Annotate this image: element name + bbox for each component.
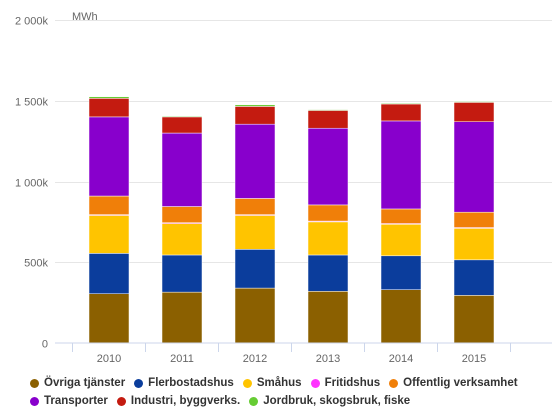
y-tick-label: 1 500k bbox=[15, 97, 49, 109]
bar-stack-2015 bbox=[453, 101, 495, 344]
unit-label: MWh bbox=[72, 11, 98, 23]
bar-segment bbox=[380, 103, 422, 122]
bar-segment bbox=[88, 195, 130, 215]
x-tick-label: 2015 bbox=[462, 353, 486, 365]
x-tick-label: 2010 bbox=[97, 353, 121, 365]
bar-segment bbox=[453, 101, 495, 103]
bar-segment bbox=[234, 249, 276, 289]
legend-marker-icon bbox=[116, 396, 126, 406]
legend-label: Flerbostadshus bbox=[148, 377, 234, 389]
bar-segment bbox=[161, 116, 203, 134]
bar-segment bbox=[234, 287, 276, 344]
bar-stack-2010 bbox=[88, 96, 130, 344]
bar-segment bbox=[307, 110, 349, 129]
bar-segment bbox=[307, 221, 349, 256]
legend-label: Jordbruk, skogsbruk, fiske bbox=[263, 395, 411, 407]
legend-item[interactable]: Fritidshus bbox=[310, 377, 381, 389]
bar-segment bbox=[380, 102, 422, 105]
legend-label: Övriga tjänster bbox=[44, 377, 126, 389]
legend-label: Offentlig verksamhet bbox=[403, 377, 518, 389]
legend-marker-icon bbox=[242, 378, 252, 388]
legend-marker-icon bbox=[30, 378, 39, 388]
bar-segment bbox=[453, 102, 495, 122]
bar-segment bbox=[88, 116, 130, 197]
legend-row: Övriga tjänster Flerbostadshus Småhus Friti… bbox=[30, 374, 552, 392]
legend-label: Transporter bbox=[44, 395, 108, 407]
legend-item[interactable]: Transporter bbox=[30, 395, 108, 407]
legend-item[interactable]: Offentlig verksamhet bbox=[389, 377, 518, 389]
y-tick-label: 1 000k bbox=[15, 178, 49, 190]
bar-segment bbox=[307, 254, 349, 292]
legend-row: Transporter Industri, byggverks. Jordbruk,… bbox=[30, 392, 552, 410]
bar-segment bbox=[234, 104, 276, 107]
legend-label: Industri, byggverks. bbox=[130, 395, 241, 407]
legend-marker-icon bbox=[134, 378, 144, 388]
legend-item[interactable]: Industri, byggverks. bbox=[116, 395, 241, 407]
legend: Övriga tjänster Flerbostadshus Småhus Friti… bbox=[30, 374, 552, 410]
bar-segment bbox=[234, 123, 276, 199]
legend-item[interactable]: Övriga tjänster bbox=[30, 377, 125, 389]
bar-segment bbox=[88, 98, 130, 118]
legend-item[interactable]: Jordbruk, skogsbruk, fiske bbox=[249, 395, 410, 407]
bar-segment bbox=[453, 295, 495, 344]
bar-segment bbox=[234, 215, 276, 250]
y-axis-tick-labels: 0 500k 1 000k 1 500k 2 000k bbox=[15, 16, 49, 351]
bar-stack-2014 bbox=[380, 102, 422, 344]
bar-segment bbox=[307, 109, 349, 111]
bar-segment bbox=[453, 211, 495, 228]
bar-segment bbox=[380, 224, 422, 257]
bar-segment bbox=[234, 106, 276, 125]
legend-marker-icon bbox=[249, 396, 259, 406]
bar-segment bbox=[161, 206, 203, 223]
x-tick-label: 2012 bbox=[243, 353, 267, 365]
y-tick-label: 2 000k bbox=[15, 16, 49, 28]
bar-segment bbox=[453, 121, 495, 213]
bar-stack-2013 bbox=[307, 109, 349, 344]
y-tick-label: 500k bbox=[24, 258, 48, 270]
bar-segment bbox=[380, 120, 422, 210]
bar-stack-2012 bbox=[234, 104, 276, 344]
bar-segment bbox=[307, 291, 349, 344]
bar-segment bbox=[161, 254, 203, 293]
legend-item[interactable]: Flerbostadshus bbox=[134, 377, 234, 389]
bar-segment bbox=[88, 253, 130, 294]
y-tick-label: 0 bbox=[42, 339, 48, 351]
legend-marker-icon bbox=[30, 396, 39, 406]
bar-segment bbox=[88, 96, 130, 99]
bar-segment bbox=[234, 198, 276, 215]
bar-segment bbox=[453, 259, 495, 296]
bar-segment bbox=[307, 127, 349, 206]
legend-label: Småhus bbox=[256, 377, 302, 389]
bar-segment bbox=[161, 291, 203, 344]
x-tick-label: 2013 bbox=[316, 353, 340, 365]
bar-segment bbox=[453, 228, 495, 261]
x-axis-ticks: 2010 2011 2012 2013 2014 2015 bbox=[72, 343, 511, 365]
legend-item[interactable]: Småhus bbox=[242, 377, 302, 389]
bar-segment bbox=[380, 255, 422, 290]
bar-segment bbox=[161, 115, 203, 118]
bar-segment bbox=[161, 223, 203, 256]
x-tick-label: 2014 bbox=[389, 353, 413, 365]
legend-marker-icon bbox=[389, 378, 399, 388]
legend-label: Fritidshus bbox=[324, 377, 381, 389]
bar-stack-2011 bbox=[161, 115, 203, 344]
bar-segment bbox=[161, 132, 203, 207]
bar-segment bbox=[307, 204, 349, 222]
x-tick-label: 2011 bbox=[170, 353, 194, 365]
bar-segment bbox=[88, 293, 130, 344]
bar-segment bbox=[88, 215, 130, 254]
bars bbox=[88, 96, 495, 344]
bar-segment bbox=[380, 208, 422, 224]
bar-segment bbox=[380, 289, 422, 344]
legend-marker-icon bbox=[310, 378, 320, 388]
